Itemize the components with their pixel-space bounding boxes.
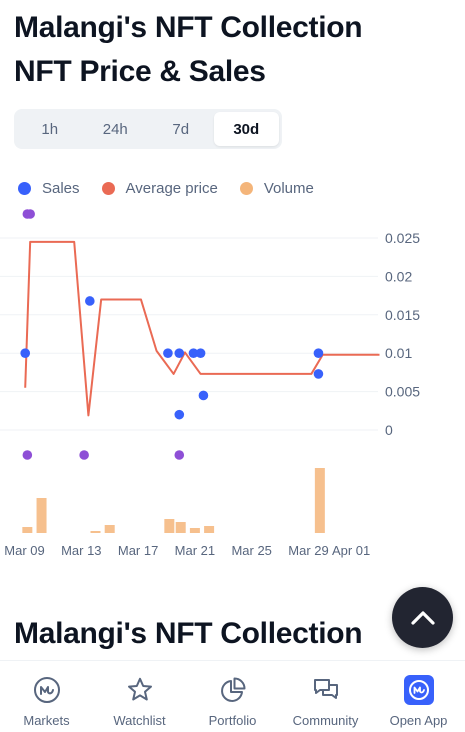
sales-point — [188, 348, 199, 358]
sales-outlier-point — [79, 450, 89, 460]
pie-chart-icon — [218, 675, 248, 705]
volume-bar — [314, 468, 325, 533]
sales-point — [20, 348, 31, 358]
star-icon — [125, 675, 155, 705]
sales-point — [195, 348, 206, 358]
nav-item-portfolio[interactable]: Portfolio — [186, 661, 279, 732]
x-tick-label: Mar 25 — [231, 543, 271, 558]
x-tick-label: Mar 13 — [61, 543, 101, 558]
sales-point — [313, 348, 324, 358]
y-tick-label: 0.005 — [385, 384, 420, 400]
legend-label-sales: Sales — [42, 180, 80, 197]
app-logo-icon — [403, 675, 434, 705]
page-title: Malangi's NFT Collection NFT Price & Sal… — [14, 6, 454, 94]
sales-outlier-point — [22, 450, 33, 460]
volume-bar — [104, 525, 115, 533]
nav-label-markets: Markets — [23, 713, 70, 728]
nav-item-community[interactable]: Community — [279, 661, 372, 732]
legend-label-volume: Volume — [263, 180, 314, 197]
legend-item-volume[interactable]: Volume — [239, 180, 314, 197]
x-tick-label: Mar 21 — [175, 543, 215, 558]
x-tick-label: Mar 09 — [4, 543, 44, 558]
page-title-line-1: Malangi's NFT Collection — [14, 11, 363, 44]
sales-point — [198, 390, 209, 401]
sales-outlier-point — [25, 209, 35, 219]
page-title-line-2: NFT Price & Sales — [14, 55, 266, 88]
bottom-navigation: Markets Watchlist Portfolio Community — [0, 660, 465, 732]
nav-item-markets[interactable]: Markets — [0, 661, 93, 732]
chart-legend: Sales Average price Volume — [18, 180, 336, 197]
nav-label-portfolio: Portfolio — [208, 713, 257, 728]
scroll-to-top-button[interactable] — [392, 587, 453, 648]
volume-bar — [22, 527, 33, 533]
time-range-tabs: 1h 24h 7d 30d — [14, 109, 282, 149]
y-tick-label: 0.025 — [385, 230, 420, 246]
tab-1h[interactable]: 1h — [41, 120, 59, 138]
volume-bar — [204, 526, 215, 533]
markets-icon — [32, 675, 62, 705]
section-title: Malangi's NFT Collection — [14, 617, 363, 650]
y-tick-label: 0 — [385, 422, 393, 438]
average-price-line — [24, 240, 380, 417]
nav-label-watchlist: Watchlist — [113, 713, 166, 728]
volume-bar — [90, 531, 101, 533]
nav-item-open-app[interactable]: Open App — [372, 661, 465, 732]
sales-point — [174, 409, 185, 420]
sales-point — [163, 348, 173, 358]
sales-point — [313, 369, 324, 379]
legend-label-average-price: Average price — [125, 180, 218, 197]
x-tick-label: Apr 01 — [332, 543, 370, 558]
nav-item-watchlist[interactable]: Watchlist — [93, 661, 186, 732]
sales-point — [174, 348, 185, 358]
volume-bar — [175, 522, 186, 533]
price-sales-chart: 0.025 0.02 0.015 0.01 0.005 0 Mar 09 Mar 13 Mar … — [0, 209, 420, 558]
volume-bar — [189, 528, 200, 533]
nav-label-open-app: Open App — [389, 713, 448, 728]
tab-7d[interactable]: 7d — [172, 120, 190, 138]
sales-outlier-point — [174, 450, 185, 460]
nav-label-community: Community — [292, 713, 359, 728]
legend-item-average-price[interactable]: Average price — [101, 180, 218, 197]
volume-bar — [164, 519, 175, 533]
y-tick-label: 0.01 — [385, 345, 412, 361]
legend-marker-average-price — [101, 182, 115, 195]
chevron-up-icon — [410, 610, 435, 625]
y-tick-label: 0.02 — [385, 268, 412, 284]
legend-item-sales[interactable]: Sales — [18, 180, 80, 197]
legend-marker-sales — [18, 182, 31, 195]
legend-marker-volume — [239, 182, 253, 195]
sales-point — [85, 296, 95, 306]
tab-30d[interactable]: 30d — [213, 112, 279, 146]
y-tick-label: 0.015 — [385, 307, 420, 323]
chat-icon — [311, 675, 341, 705]
tab-24h[interactable]: 24h — [102, 120, 128, 138]
x-tick-label: Mar 17 — [118, 543, 158, 558]
x-tick-label: Mar 29 — [288, 543, 328, 558]
volume-bar — [36, 498, 47, 533]
